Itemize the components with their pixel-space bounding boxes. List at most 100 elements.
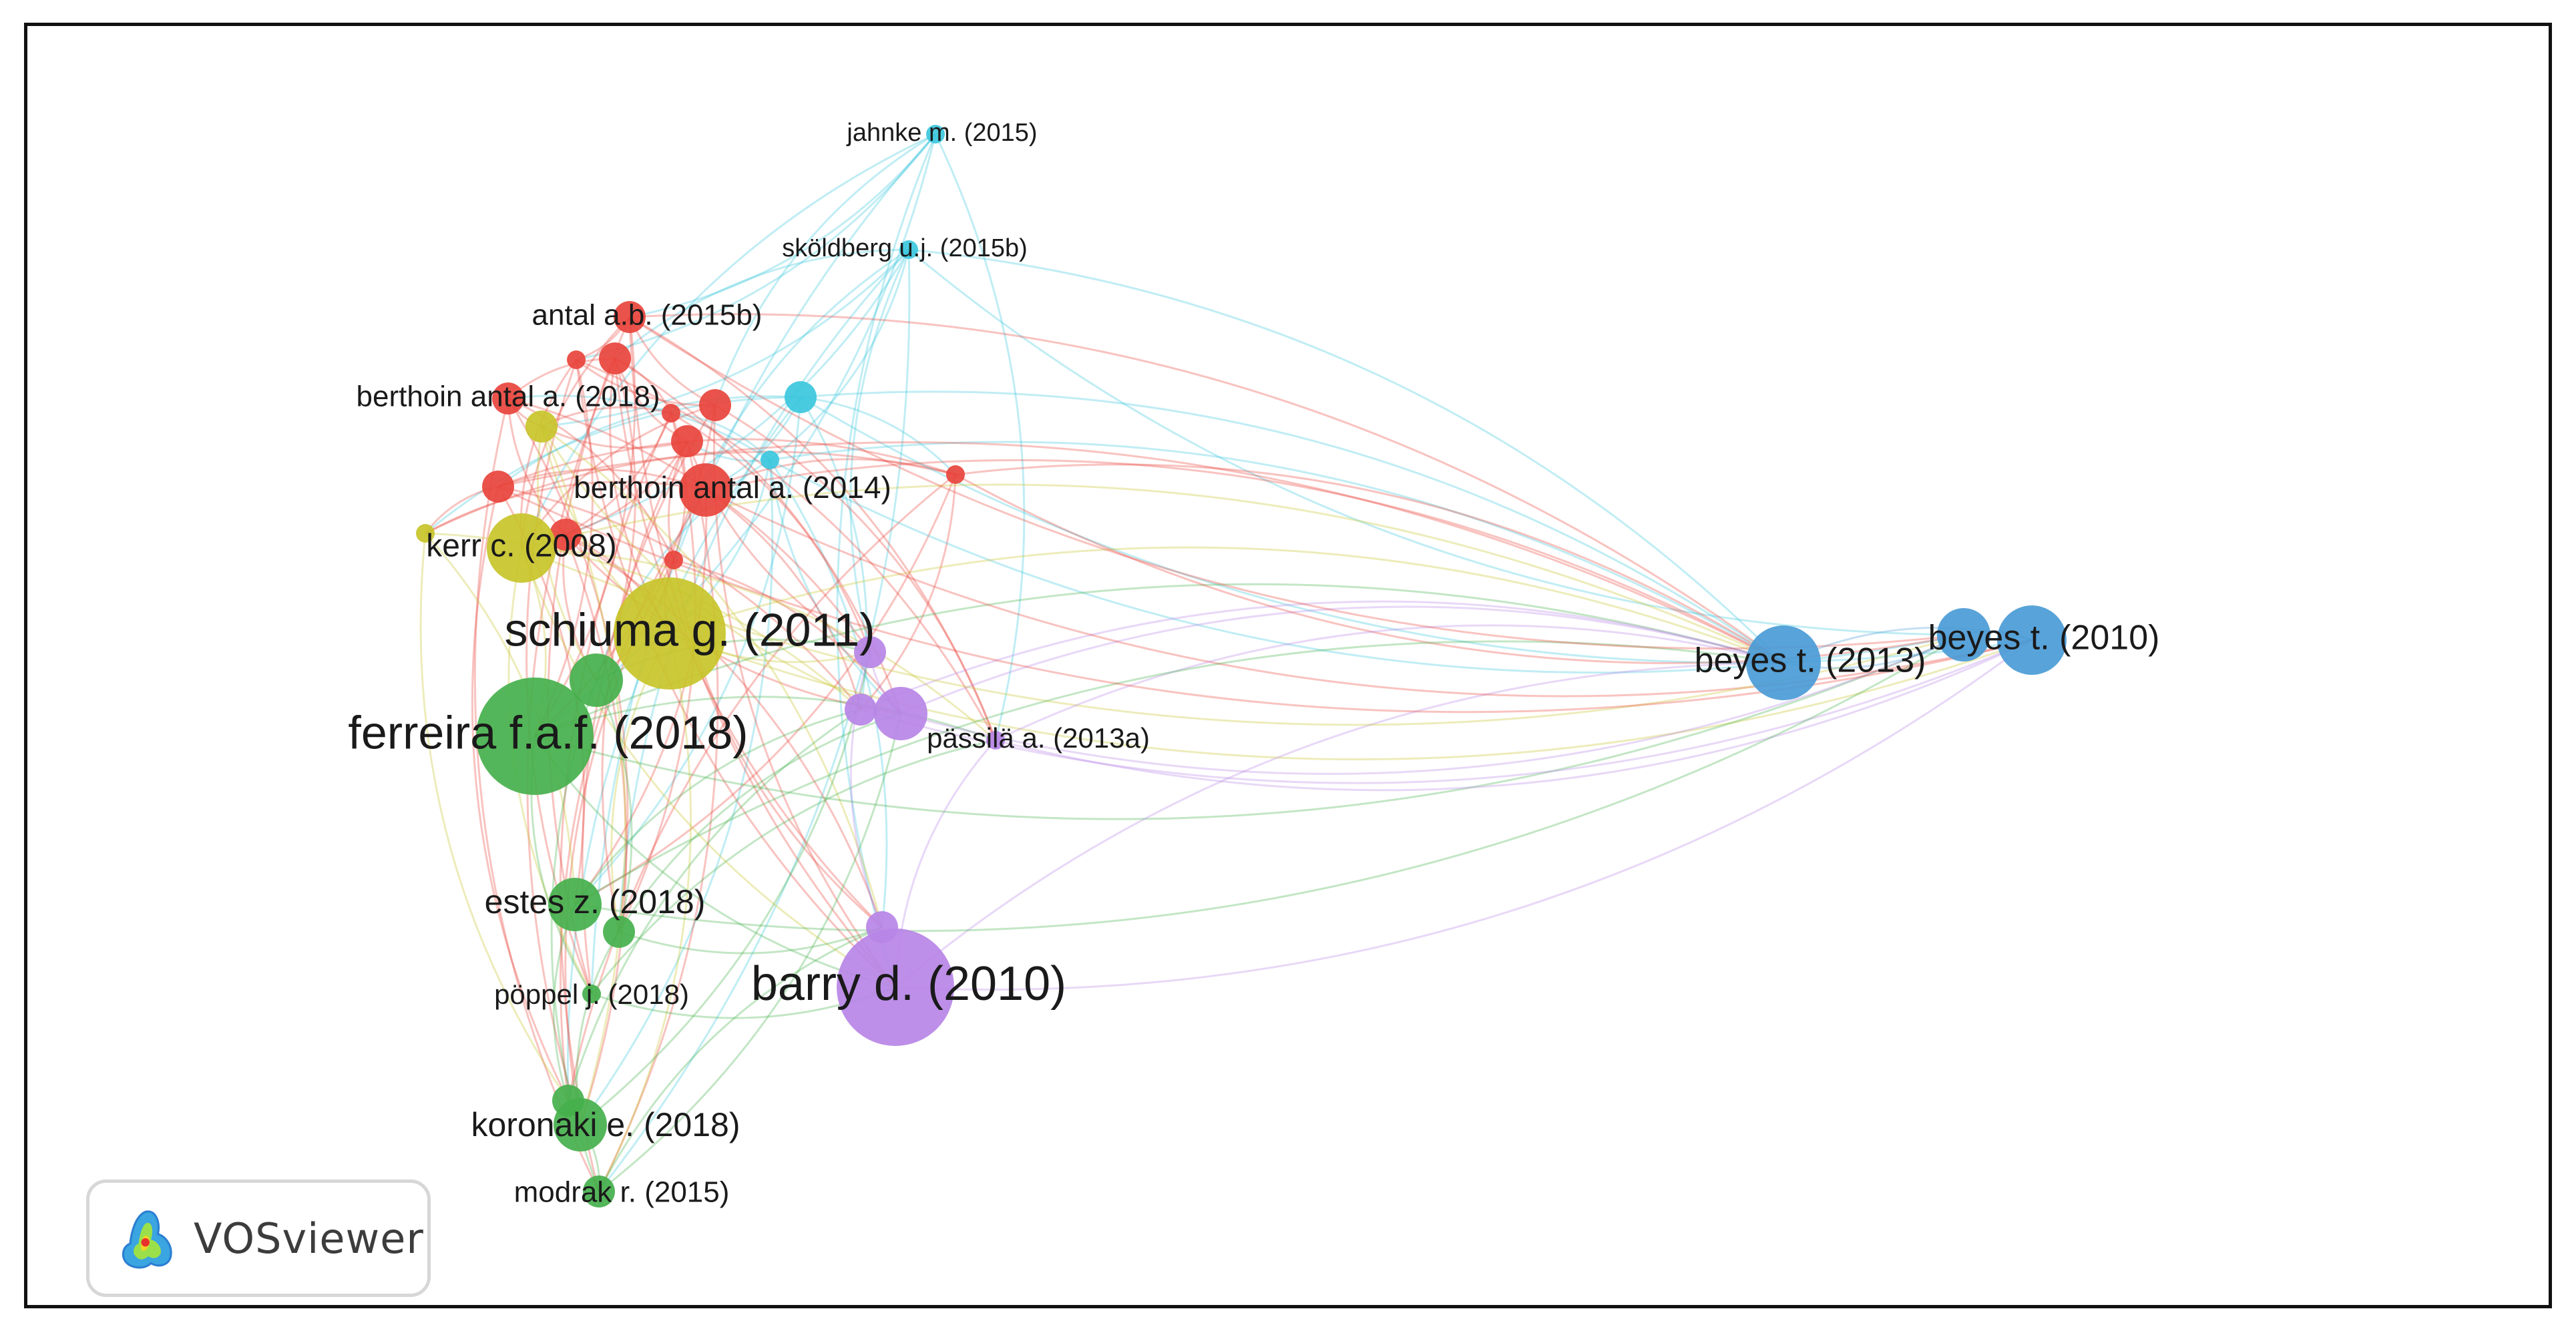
network-node-red9[interactable] xyxy=(567,350,586,369)
network-link xyxy=(895,661,1784,989)
node-label-beyes2013[interactable]: beyes t. (2013) xyxy=(1695,641,1926,680)
network-link xyxy=(598,441,719,1192)
network-node-jahnke[interactable] xyxy=(926,125,945,144)
node-label-jahnke[interactable]: jahnke m. (2015) xyxy=(846,119,1037,147)
network-link xyxy=(705,489,2032,698)
citation-network[interactable]: jahnke m. (2015) sköldberg u.j. (2015b) an… xyxy=(27,26,2552,1308)
node-label-passila[interactable]: pässilä a. (2013a) xyxy=(927,722,1150,754)
node-label-ferreira[interactable]: ferreira f.a.f. (2018) xyxy=(348,706,748,758)
network-node-ferreira[interactable] xyxy=(476,678,594,795)
network-link xyxy=(598,713,902,1193)
network-node-blue3[interactable] xyxy=(1937,608,1990,661)
network-link xyxy=(533,316,636,737)
network-node-cyan3[interactable] xyxy=(785,381,817,413)
network-link xyxy=(565,249,910,536)
network-link xyxy=(849,651,883,928)
network-node-red12[interactable] xyxy=(664,551,683,569)
node-label-antal2015b[interactable]: antal a.b. (2015b) xyxy=(532,299,763,332)
node-label-barry[interactable]: barry d. (2010) xyxy=(751,957,1066,1011)
network-link xyxy=(598,249,911,1192)
network-node-modrak[interactable] xyxy=(583,1175,615,1208)
network-node-green2[interactable] xyxy=(570,653,623,707)
network-node-poppel[interactable] xyxy=(582,985,601,1003)
network-link xyxy=(497,468,706,491)
network-link xyxy=(618,712,901,933)
network-link xyxy=(669,632,2032,761)
network-link xyxy=(669,546,1784,664)
network-node-purple2[interactable] xyxy=(874,687,927,740)
node-label-skoldberg[interactable]: sköldberg u.j. (2015b) xyxy=(782,234,1028,262)
network-node-purple4[interactable] xyxy=(854,636,886,668)
node-label-kerr[interactable]: kerr c. (2008) xyxy=(426,529,616,564)
network-node-berthoin2014[interactable] xyxy=(679,463,732,517)
network-link xyxy=(574,708,861,905)
node-label-berthoin2014[interactable]: berthoin antal a. (2014) xyxy=(574,470,891,505)
network-node-red8[interactable] xyxy=(550,519,582,551)
network-node-cyan4[interactable] xyxy=(761,451,779,469)
network-link xyxy=(895,639,2032,991)
network-link xyxy=(618,926,883,955)
node-label-koronaki[interactable]: koronaki e. (2018) xyxy=(471,1106,740,1143)
network-node-purple3[interactable] xyxy=(845,694,877,726)
network-link xyxy=(559,489,707,1101)
network-node-red7[interactable] xyxy=(482,471,514,503)
network-link xyxy=(497,438,956,488)
network-link xyxy=(955,463,1784,664)
node-layer xyxy=(416,125,2067,1208)
network-link xyxy=(574,640,1784,906)
network-node-barry[interactable] xyxy=(837,928,954,1046)
network-node-red4[interactable] xyxy=(599,342,631,374)
network-node-beyes2010[interactable] xyxy=(1997,605,2067,675)
node-label-berthoin2018[interactable]: berthoin antal a. (2018) xyxy=(357,380,660,413)
network-node-purple6[interactable] xyxy=(866,911,898,943)
network-node-red11[interactable] xyxy=(946,465,965,484)
network-link xyxy=(595,680,633,933)
network-node-green7[interactable] xyxy=(552,1085,584,1117)
network-link xyxy=(497,395,801,488)
network-link xyxy=(565,413,672,536)
network-link xyxy=(533,736,896,989)
network-node-schiuma[interactable] xyxy=(614,577,726,690)
network-link xyxy=(859,474,957,710)
node-label-poppel[interactable]: pöppel j. (2018) xyxy=(494,979,689,1010)
network-node-berthoin2018[interactable] xyxy=(492,382,524,415)
network-node-antal2015b[interactable] xyxy=(614,301,646,333)
network-frame: jahnke m. (2015) sköldberg u.j. (2015b) an… xyxy=(24,23,2552,1308)
network-node-passila[interactable] xyxy=(986,731,1005,750)
network-link xyxy=(705,458,956,491)
network-link xyxy=(534,134,937,738)
network-link xyxy=(534,583,1784,738)
node-label-estes[interactable]: estes z. (2018) xyxy=(485,883,706,920)
network-link xyxy=(520,547,896,989)
network-node-red5[interactable] xyxy=(699,389,731,421)
network-node-green4[interactable] xyxy=(603,916,635,948)
network-link xyxy=(800,396,957,476)
network-link xyxy=(541,406,672,428)
network-node-skoldberg[interactable] xyxy=(899,240,918,259)
network-link xyxy=(575,359,897,989)
node-label-beyes2010[interactable]: beyes t. (2010) xyxy=(1928,619,2160,657)
network-link xyxy=(995,639,2032,792)
network-node-red10[interactable] xyxy=(662,404,680,423)
network-link xyxy=(534,696,996,742)
network-link xyxy=(565,441,688,536)
network-link xyxy=(860,600,1784,711)
network-link xyxy=(714,133,936,406)
network-node-yellow3[interactable] xyxy=(416,524,435,543)
network-node-red6[interactable] xyxy=(671,425,703,457)
network-link xyxy=(425,481,706,535)
network-link xyxy=(576,358,997,741)
node-label-modrak[interactable]: modrak r. (2015) xyxy=(514,1176,730,1209)
node-label-schiuma[interactable]: schiuma g. (2011) xyxy=(504,603,875,655)
network-node-beyes2013[interactable] xyxy=(1746,625,1821,700)
network-link xyxy=(419,533,570,1101)
network-node-estes[interactable] xyxy=(548,878,602,931)
network-node-yellow4[interactable] xyxy=(525,411,558,443)
network-link xyxy=(860,639,2032,784)
network-link xyxy=(473,398,600,1192)
network-node-kerr[interactable] xyxy=(487,513,556,583)
network-link xyxy=(567,708,861,1101)
network-link xyxy=(579,459,774,1125)
network-link xyxy=(534,633,1964,820)
network-link xyxy=(934,134,1026,741)
